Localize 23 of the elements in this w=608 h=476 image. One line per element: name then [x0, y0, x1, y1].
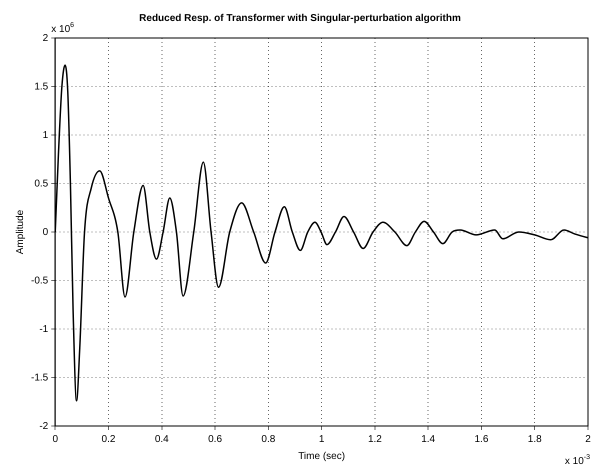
x-tick-label: 0 [52, 434, 58, 445]
y-tick-label: 0 [42, 226, 49, 238]
x-tick-label: 0.4 [154, 434, 170, 445]
y-tick-label: 1.5 [34, 81, 49, 92]
y-axis-title: Amplitude [14, 209, 26, 254]
x-tick-label: 0.2 [102, 434, 116, 445]
y-tick-label: 2 [42, 32, 49, 44]
y-tick-label: 0.5 [34, 178, 49, 190]
x-tick-label: 0.6 [208, 434, 222, 445]
x-tick-label: 1.2 [368, 434, 382, 445]
x-tick-label: 1 [318, 434, 325, 445]
y-tick-label: -1 [39, 324, 49, 335]
chart-title: Reduced Resp. of Transformer with Singular-perturbation algorithm [139, 12, 461, 24]
y-tick-label: -1.5 [30, 372, 49, 384]
x-tick-label: 1.4 [421, 434, 436, 445]
x-tick-label: 2 [585, 434, 592, 445]
x-tick-label: 1.6 [474, 434, 489, 445]
y-tick-label: -0.5 [30, 275, 49, 286]
x-tick-label: 0.8 [261, 434, 276, 445]
x-tick-label: 1.8 [528, 434, 542, 445]
x-axis-title: Time (sec) [298, 450, 346, 462]
y-tick-label: 1 [42, 130, 49, 141]
y-tick-label: -2 [39, 420, 49, 432]
